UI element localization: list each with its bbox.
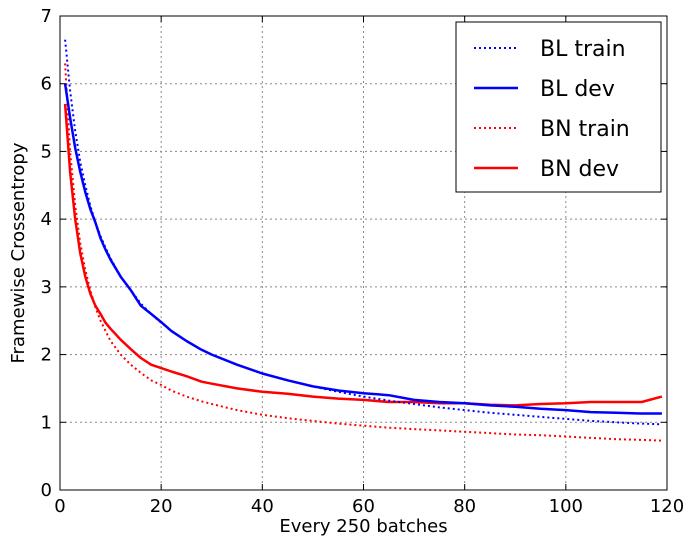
- y-tick-label: 4: [41, 209, 52, 230]
- y-tick-label: 0: [41, 480, 52, 501]
- legend-entry: BN dev: [540, 157, 619, 182]
- y-tick-label: 2: [41, 345, 52, 366]
- x-axis-label: Every 250 batches: [279, 516, 447, 537]
- series-layer: [63, 39, 663, 442]
- y-tick-label: 7: [41, 6, 52, 27]
- legend-entry: BL train: [540, 37, 626, 62]
- y-tick-label: 5: [41, 141, 52, 162]
- y-tick-label: 1: [41, 412, 52, 433]
- x-tick-label: 60: [352, 496, 375, 517]
- x-tick-label: 40: [251, 496, 274, 517]
- legend-entry: BL dev: [540, 77, 615, 102]
- y-tick-label: 3: [41, 277, 52, 298]
- x-tick-label: 120: [650, 496, 684, 517]
- x-tick-label: 0: [54, 496, 65, 517]
- legend: BL train BL dev BN train BN dev: [455, 21, 662, 193]
- series-line-bl-train: [64, 39, 662, 426]
- legend-box: [455, 21, 662, 193]
- x-tick-label: 20: [150, 496, 173, 517]
- y-axis-label: Framewise Crossentropy: [8, 142, 29, 363]
- series-line-bn-train: [64, 63, 662, 442]
- y-tick-label: 6: [41, 74, 52, 95]
- legend-entry: BN train: [540, 117, 630, 142]
- x-tick-label: 80: [453, 496, 476, 517]
- x-tick-label: 100: [549, 496, 583, 517]
- axis-ticks: 0 20 40 60 80 100 120 0 1 2 3 4 5 6 7: [41, 6, 685, 517]
